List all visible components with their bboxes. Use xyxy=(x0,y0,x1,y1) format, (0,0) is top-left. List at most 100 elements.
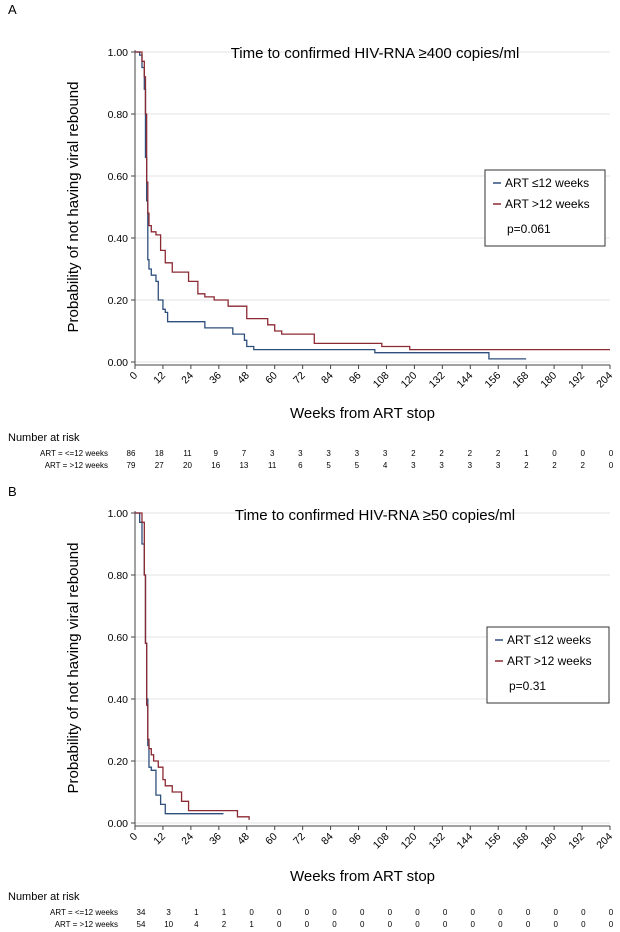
risk-count: 13 xyxy=(239,461,248,470)
x-tick-label: 48 xyxy=(235,370,252,387)
risk-count: 0 xyxy=(581,908,586,917)
x-tick-label: 12 xyxy=(151,831,168,848)
risk-count: 3 xyxy=(298,449,303,458)
risk-count: 0 xyxy=(388,920,393,929)
risk-count: 2 xyxy=(581,461,586,470)
risk-count: 0 xyxy=(609,908,614,917)
risk-count: 0 xyxy=(581,449,586,458)
x-tick-label: 12 xyxy=(151,370,168,387)
y-tick-label: 0.60 xyxy=(108,632,129,644)
x-tick-label: 156 xyxy=(482,370,503,391)
risk-count: 3 xyxy=(468,461,473,470)
risk-count: 0 xyxy=(471,908,476,917)
y-axis-label: Probability of not having viral rebound xyxy=(65,543,82,794)
risk-count: 3 xyxy=(355,449,360,458)
y-tick-label: 1.00 xyxy=(108,508,129,520)
risk-count: 1 xyxy=(222,908,227,917)
risk-count: 86 xyxy=(127,449,136,458)
x-tick-label: 72 xyxy=(291,370,308,387)
x-axis-label: Weeks from ART stop xyxy=(290,405,435,422)
x-tick-label: 60 xyxy=(263,831,280,848)
risk-count: 0 xyxy=(415,908,420,917)
x-tick-label: 108 xyxy=(371,370,392,391)
risk-count: 0 xyxy=(388,908,393,917)
risk-count: 16 xyxy=(211,461,220,470)
chart-title: Time to confirmed HIV-RNA ≥50 copies/ml xyxy=(235,507,515,524)
risk-count: 6 xyxy=(298,461,303,470)
x-tick-label: 156 xyxy=(482,831,503,852)
x-tick-label: 120 xyxy=(399,370,420,391)
x-tick-label: 96 xyxy=(347,370,364,387)
x-tick-label: 192 xyxy=(566,831,587,852)
x-tick-label: 84 xyxy=(319,831,336,848)
risk-count: 11 xyxy=(183,449,192,458)
y-tick-label: 0.40 xyxy=(108,694,129,706)
risk-count: 3 xyxy=(166,908,171,917)
risk-count: 0 xyxy=(277,920,282,929)
x-axis-label: Weeks from ART stop xyxy=(290,868,435,885)
risk-count: 3 xyxy=(270,449,275,458)
risk-count: 0 xyxy=(498,908,503,917)
x-tick-label: 60 xyxy=(263,370,280,387)
x-tick-label: 48 xyxy=(235,831,252,848)
km-curve-series-1 xyxy=(135,51,527,360)
risk-row-label: ART = >12 weeks xyxy=(55,920,118,929)
risk-count: 20 xyxy=(183,461,192,470)
x-tick-label: 168 xyxy=(510,831,531,852)
y-tick-label: 0.20 xyxy=(108,756,129,768)
x-tick-label: 96 xyxy=(347,831,364,848)
risk-count: 0 xyxy=(305,920,310,929)
x-tick-label: 36 xyxy=(207,831,224,848)
risk-count: 34 xyxy=(137,908,146,917)
risk-count: 0 xyxy=(443,920,448,929)
risk-count: 3 xyxy=(326,449,331,458)
number-at-risk-table: Number at risk ART = <=12 weeks 86 18 11 9 7 3 3… xyxy=(8,432,614,470)
y-tick-label: 0.20 xyxy=(108,295,129,307)
risk-count: 0 xyxy=(415,920,420,929)
x-tick-label: 72 xyxy=(291,831,308,848)
y-tick-label: 0.00 xyxy=(108,357,129,369)
risk-count: 0 xyxy=(332,908,337,917)
x-tick-label: 84 xyxy=(319,370,336,387)
panel-a: 0.000.200.400.600.801.000 12 24 36 48 60 72 84 9… xyxy=(8,45,615,470)
legend-entry: ART ≤12 weeks xyxy=(505,176,589,190)
risk-count: 0 xyxy=(498,920,503,929)
x-tick-label: 24 xyxy=(179,831,196,848)
risk-count: 4 xyxy=(194,920,199,929)
risk-count: 0 xyxy=(609,920,614,929)
risk-count: 1 xyxy=(194,908,199,917)
x-tick-label: 204 xyxy=(594,831,615,852)
y-tick-label: 0.80 xyxy=(108,109,129,121)
risk-count: 0 xyxy=(609,461,614,470)
x-tick-label: 36 xyxy=(207,370,224,387)
risk-count: 0 xyxy=(305,908,310,917)
legend: ART ≤12 weeks ART >12 weeks p=0.31 xyxy=(486,626,610,704)
risk-count: 54 xyxy=(137,920,146,929)
risk-count: 1 xyxy=(524,449,529,458)
risk-count: 0 xyxy=(277,908,282,917)
legend-box xyxy=(484,169,606,247)
x-tick-label: 180 xyxy=(538,370,559,391)
risk-count: 0 xyxy=(552,449,557,458)
risk-count: 2 xyxy=(468,449,473,458)
km-curve-series-2 xyxy=(135,512,250,820)
x-tick-label: 144 xyxy=(455,831,476,852)
risk-count: 18 xyxy=(155,449,164,458)
y-tick-label: 0.80 xyxy=(108,570,129,582)
x-tick-label: 132 xyxy=(427,370,448,391)
risk-count: 0 xyxy=(249,908,254,917)
risk-row-label: ART = >12 weeks xyxy=(45,461,108,470)
risk-count: 5 xyxy=(326,461,331,470)
chart-title: Time to confirmed HIV-RNA ≥400 copies/ml xyxy=(231,45,520,62)
risk-count: 0 xyxy=(526,908,531,917)
y-tick-label: 1.00 xyxy=(108,47,129,59)
risk-count: 11 xyxy=(268,461,277,470)
p-value-annotation: p=0.061 xyxy=(507,222,551,236)
risk-count: 3 xyxy=(439,461,444,470)
risk-count: 4 xyxy=(383,461,388,470)
risk-count: 0 xyxy=(581,920,586,929)
y-tick-label: 0.40 xyxy=(108,233,129,245)
risk-count: 0 xyxy=(553,920,558,929)
